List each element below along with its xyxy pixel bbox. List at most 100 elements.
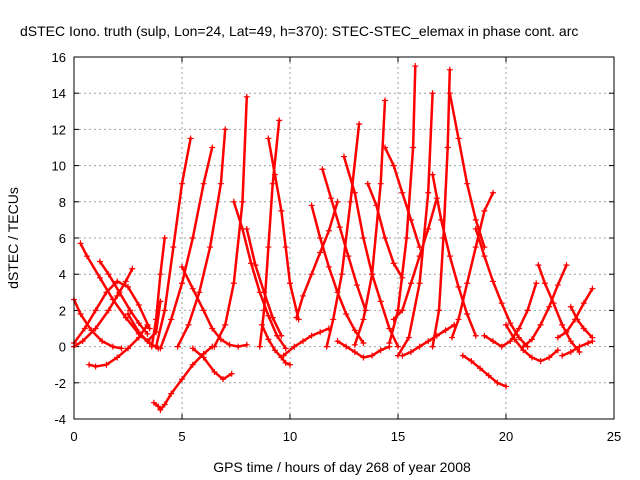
data-point	[515, 325, 522, 332]
series-30	[382, 144, 423, 251]
data-point	[200, 180, 207, 187]
data-point	[109, 343, 116, 350]
data-point	[83, 253, 90, 260]
series-line	[483, 282, 538, 348]
data-point	[187, 135, 194, 142]
data-point	[446, 253, 453, 260]
data-point	[563, 262, 570, 269]
plot-frame	[73, 56, 615, 420]
data-point	[351, 189, 358, 196]
data-point	[230, 198, 237, 205]
series-10	[153, 135, 194, 350]
data-point	[325, 263, 332, 270]
series-7	[125, 298, 164, 345]
data-point	[386, 325, 393, 332]
data-point	[114, 292, 121, 299]
data-point	[179, 280, 185, 287]
y-tick-label: -4	[54, 412, 66, 427]
data-point	[86, 361, 93, 368]
data-point	[146, 325, 153, 332]
data-point	[498, 343, 505, 350]
data-point	[179, 263, 185, 270]
data-point	[472, 332, 479, 339]
series-39	[459, 352, 509, 390]
y-tick-label: 12	[52, 122, 66, 137]
data-point	[144, 338, 151, 345]
data-point	[364, 180, 371, 187]
series-line	[180, 265, 249, 348]
data-point	[407, 280, 414, 287]
data-point	[436, 307, 443, 314]
data-point	[269, 180, 276, 187]
data-point	[125, 311, 131, 318]
data-point	[280, 352, 287, 359]
data-point	[92, 363, 99, 370]
data-point	[291, 343, 298, 350]
data-point	[293, 314, 300, 321]
series-20	[258, 321, 293, 368]
data-point	[174, 343, 181, 350]
data-marks	[71, 63, 596, 413]
data-point	[360, 235, 367, 241]
series-line	[159, 146, 214, 350]
series-line	[150, 236, 166, 348]
y-tick-label: 8	[59, 195, 66, 210]
data-point	[135, 329, 142, 336]
series-14	[189, 345, 235, 383]
series-line	[392, 196, 439, 321]
data-point	[161, 307, 168, 314]
axis-ticks: 0 5 10 15 20 25 -4 -2 0 2 4 6 8 10 12 14 16	[52, 50, 622, 444]
data-point	[96, 258, 103, 265]
data-point	[464, 180, 471, 187]
data-point	[373, 202, 380, 209]
data-point	[395, 307, 401, 314]
data-point	[356, 120, 363, 127]
series-9	[150, 343, 216, 413]
data-point	[338, 271, 345, 278]
data-point	[416, 343, 423, 350]
data-point	[559, 321, 566, 328]
data-point	[490, 338, 497, 345]
data-point	[390, 162, 397, 169]
data-point	[269, 314, 276, 321]
series-6	[71, 278, 153, 346]
data-point	[541, 280, 548, 287]
data-point	[81, 325, 88, 332]
data-point	[481, 253, 488, 260]
data-point	[589, 285, 596, 292]
data-point	[103, 361, 110, 368]
data-point	[589, 334, 596, 341]
data-point	[125, 345, 131, 352]
data-point	[248, 260, 255, 267]
y-tick-label: 6	[59, 231, 66, 246]
data-point	[109, 296, 116, 303]
data-point	[382, 235, 389, 241]
data-point	[168, 316, 175, 323]
data-point	[99, 338, 106, 345]
data-point	[425, 225, 432, 232]
data-point	[157, 406, 164, 413]
series-line	[191, 347, 233, 381]
data-point	[153, 343, 160, 350]
data-point	[546, 354, 553, 361]
data-point	[490, 189, 497, 196]
data-point	[429, 90, 436, 97]
data-point	[580, 325, 587, 332]
data-point	[369, 352, 376, 359]
series-18	[256, 117, 283, 350]
series-line	[388, 64, 417, 345]
data-point	[282, 359, 289, 366]
data-point	[455, 283, 462, 290]
data-point	[576, 349, 583, 356]
series-45	[559, 338, 596, 359]
data-point	[185, 321, 192, 328]
data-point	[114, 278, 121, 285]
y-tick-label: 2	[59, 303, 66, 318]
data-point	[507, 338, 514, 345]
data-point	[537, 321, 544, 328]
data-point	[416, 280, 423, 287]
data-point	[207, 244, 214, 251]
series-41	[481, 280, 540, 350]
y-axis-label: dSTEC / TECUs	[5, 187, 21, 289]
data-point	[271, 171, 278, 178]
